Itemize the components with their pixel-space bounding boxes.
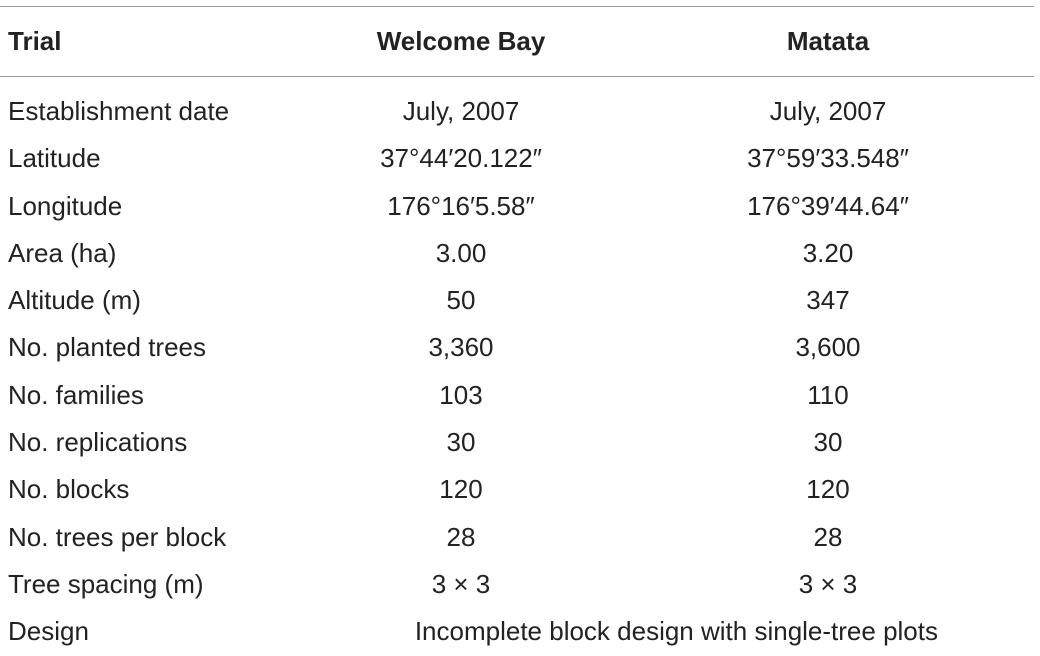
header-rule: [0, 76, 1034, 77]
table-row: Altitude (m) 50 347: [0, 277, 1034, 324]
row-label: No. trees per block: [8, 521, 227, 552]
table-row: No. planted trees 3,360 3,600: [0, 324, 1034, 371]
trial-site-table: Trial Welcome Bay Matata Establishment d…: [0, 7, 1034, 656]
design-value: Incomplete block design with single-tree…: [414, 616, 938, 647]
matata-value: 3.20: [802, 237, 854, 268]
header-trial: Trial: [8, 26, 62, 56]
matata-value: 3 × 3: [798, 568, 858, 599]
matata-value: 28: [813, 521, 843, 552]
table-row: No. trees per block 28 28: [0, 514, 1034, 561]
row-label: Area (ha): [8, 237, 117, 268]
welcome-bay-value: 103: [439, 379, 483, 410]
row-label: Longitude: [8, 190, 123, 221]
matata-value: 120: [806, 474, 850, 505]
matata-value: 110: [807, 379, 849, 410]
welcome-bay-value: 30: [446, 427, 476, 458]
row-label: No. families: [8, 379, 144, 410]
table-row: Longitude 176°16′5.58″ 176°39′44.64″: [0, 183, 1034, 230]
welcome-bay-value: 3.00: [435, 237, 487, 268]
welcome-bay-value: 37°44′20.122″: [380, 143, 542, 174]
row-label: Latitude: [8, 143, 101, 174]
table-row: No. blocks 120 120: [0, 466, 1034, 513]
matata-value: 30: [813, 427, 843, 458]
welcome-bay-value: 3 × 3: [431, 568, 491, 599]
design-label: Design: [8, 616, 89, 647]
matata-value: 37°59′33.548″: [747, 143, 909, 174]
top-rule: [0, 6, 1034, 7]
row-label: No. blocks: [8, 474, 130, 505]
table-row: No. families 103 110: [0, 372, 1034, 419]
welcome-bay-value: July, 2007: [402, 96, 520, 126]
matata-value: 176°39′44.64″: [747, 190, 909, 221]
matata-value: July, 2007: [769, 96, 887, 126]
table-body: Establishment date July, 2007 July, 2007…: [0, 76, 1034, 656]
design-row: Design Incomplete block design with sing…: [0, 608, 1034, 655]
row-label: No. planted trees: [8, 332, 207, 363]
row-label: Establishment date: [8, 96, 230, 126]
row-label: Altitude (m): [8, 285, 141, 316]
welcome-bay-value: 176°16′5.58″: [387, 190, 535, 221]
table-row: Area (ha) 3.00 3.20: [0, 230, 1034, 277]
matata-value: 347: [806, 285, 850, 316]
header-welcome-bay: Welcome Bay: [376, 26, 546, 56]
header-row: Trial Welcome Bay Matata: [0, 7, 1034, 76]
matata-value: 3,600: [795, 332, 861, 363]
welcome-bay-value: 50: [446, 285, 476, 316]
table-row: Tree spacing (m) 3 × 3 3 × 3: [0, 561, 1034, 608]
welcome-bay-value: 3,360: [428, 332, 494, 363]
table-row: Latitude 37°44′20.122″ 37°59′33.548″: [0, 135, 1034, 182]
welcome-bay-value: 120: [439, 474, 483, 505]
table-row: Establishment date July, 2007 July, 2007: [0, 76, 1034, 135]
welcome-bay-value: 28: [446, 521, 476, 552]
table-row: No. replications 30 30: [0, 419, 1034, 466]
header-matata: Matata: [786, 26, 870, 56]
row-label: No. replications: [8, 427, 188, 458]
row-label: Tree spacing (m): [8, 568, 204, 599]
